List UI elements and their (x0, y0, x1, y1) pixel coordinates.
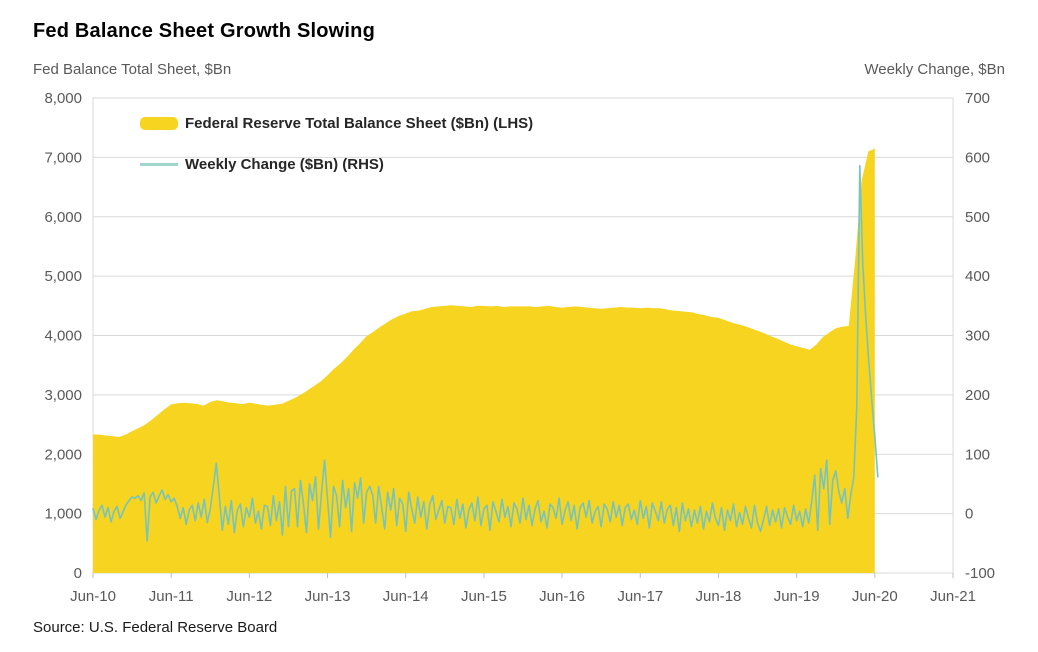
right-axis-title: Weekly Change, $Bn (864, 61, 1005, 78)
x-tick-label: Jun-18 (696, 588, 742, 605)
x-tick-label: Jun-14 (383, 588, 429, 605)
left-axis-tick-label: 6,000 (44, 209, 82, 226)
legend-swatch-balance-sheet (140, 116, 178, 130)
legend-swatch-weekly-change (140, 162, 178, 166)
x-tick-label: Jun-20 (852, 588, 898, 605)
right-axis-tick-label: 500 (965, 209, 990, 226)
right-axis-tick-label: 600 (965, 149, 990, 166)
right-axis-tick-label: 100 (965, 446, 990, 463)
right-axis-tick-label: 700 (965, 90, 990, 107)
legend-item-weekly-change: Weekly Change ($Bn) (RHS) (140, 153, 533, 175)
left-axis-tick-label: 1,000 (44, 506, 82, 523)
x-tick-label: Jun-21 (930, 588, 976, 605)
x-tick-label: Jun-13 (305, 588, 351, 605)
legend-label-weekly-change: Weekly Change ($Bn) (RHS) (185, 155, 384, 173)
x-tick-label: Jun-11 (149, 588, 194, 605)
x-tick-label: Jun-15 (461, 588, 507, 605)
x-tick-label: Jun-10 (70, 588, 116, 605)
x-tick-label: Jun-12 (226, 588, 272, 605)
source-note: Source: U.S. Federal Reserve Board (33, 619, 278, 636)
x-tick-label: Jun-17 (617, 588, 663, 605)
chart-title: Fed Balance Sheet Growth Slowing (33, 20, 376, 42)
left-axis-tick-label: 5,000 (44, 268, 82, 285)
left-axis-tick-label: 4,000 (44, 328, 82, 345)
x-tick-label: Jun-19 (774, 588, 820, 605)
left-axis-title: Fed Balance Total Sheet, $Bn (33, 61, 232, 78)
chart-legend: Federal Reserve Total Balance Sheet ($Bn… (140, 112, 533, 194)
right-axis-tick-label: -100 (965, 565, 995, 582)
left-axis-tick-label: 7,000 (44, 149, 82, 166)
legend-item-balance-sheet: Federal Reserve Total Balance Sheet ($Bn… (140, 112, 533, 134)
x-tick-label: Jun-16 (539, 588, 585, 605)
right-axis-tick-label: 400 (965, 268, 990, 285)
right-axis-tick-label: 0 (965, 506, 973, 523)
left-axis-tick-label: 0 (74, 565, 82, 582)
legend-label-balance-sheet: Federal Reserve Total Balance Sheet ($Bn… (185, 114, 534, 132)
left-axis-tick-label: 2,000 (44, 446, 82, 463)
left-axis-tick-label: 3,000 (44, 387, 82, 404)
right-axis-tick-label: 200 (965, 387, 990, 404)
weekly-change-line (92, 164, 879, 542)
left-axis-tick-label: 8,000 (44, 90, 82, 107)
balance-sheet-area (93, 148, 875, 573)
right-axis-tick-label: 300 (965, 328, 990, 345)
